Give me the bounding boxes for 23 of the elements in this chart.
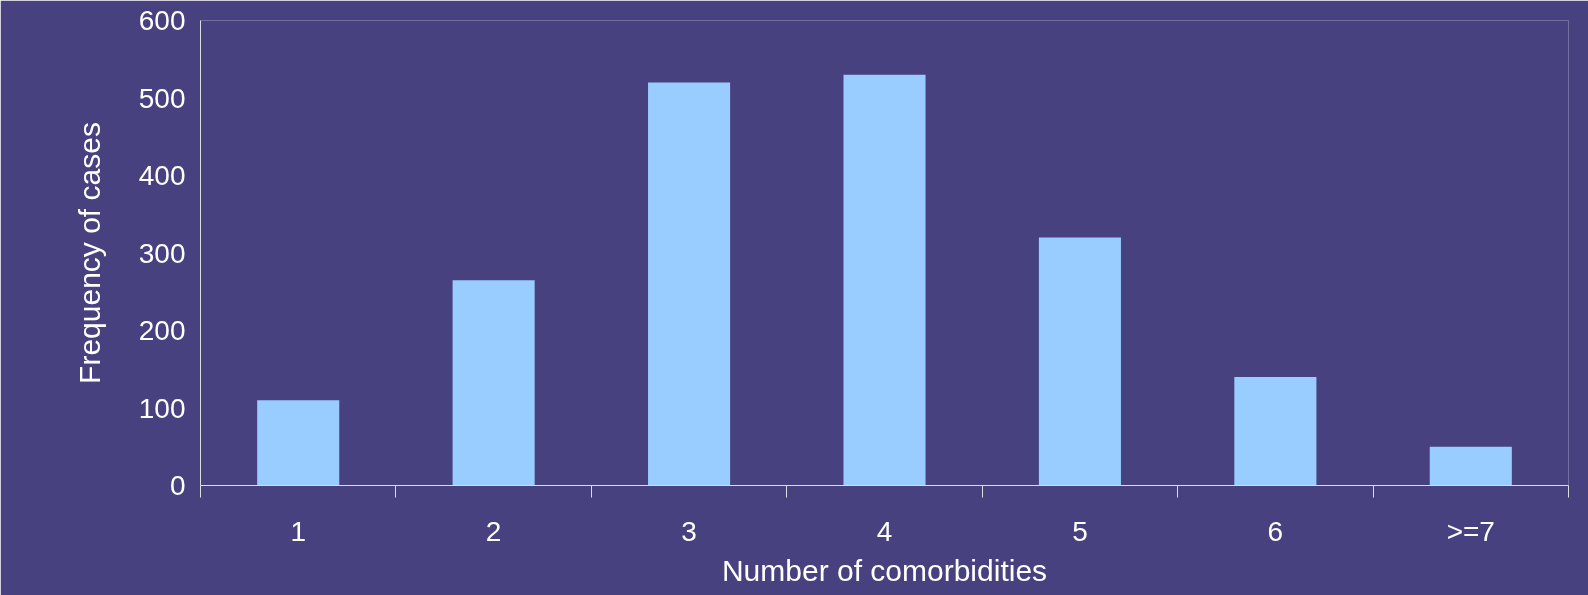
x-tick-label: 4 bbox=[876, 515, 893, 547]
y-tick-label: 100 bbox=[138, 392, 186, 424]
bar bbox=[843, 74, 926, 486]
bar bbox=[257, 400, 340, 486]
y-axis-title: Frequency of cases bbox=[72, 122, 106, 384]
y-tick-label: 400 bbox=[138, 160, 186, 191]
y-tick-label: 500 bbox=[138, 82, 186, 114]
x-tick-label: 5 bbox=[1072, 515, 1088, 547]
x-tick-label: >=7 bbox=[1446, 515, 1495, 547]
x-tick-label: 6 bbox=[1267, 515, 1284, 547]
bar bbox=[452, 280, 535, 486]
y-tick-label: 200 bbox=[138, 315, 186, 346]
y-tick-label: 300 bbox=[138, 237, 186, 269]
bar bbox=[1429, 446, 1512, 486]
x-tick-label: 2 bbox=[485, 515, 502, 547]
y-tick-label: 0 bbox=[169, 470, 186, 501]
x-tick-label: 1 bbox=[290, 515, 307, 547]
bar bbox=[1234, 377, 1317, 486]
bar bbox=[1038, 237, 1121, 486]
y-tick-label: 600 bbox=[138, 5, 186, 36]
x-axis-title: Number of comorbidities bbox=[721, 553, 1048, 587]
bar bbox=[648, 82, 731, 486]
x-tick-label: 3 bbox=[681, 515, 697, 547]
